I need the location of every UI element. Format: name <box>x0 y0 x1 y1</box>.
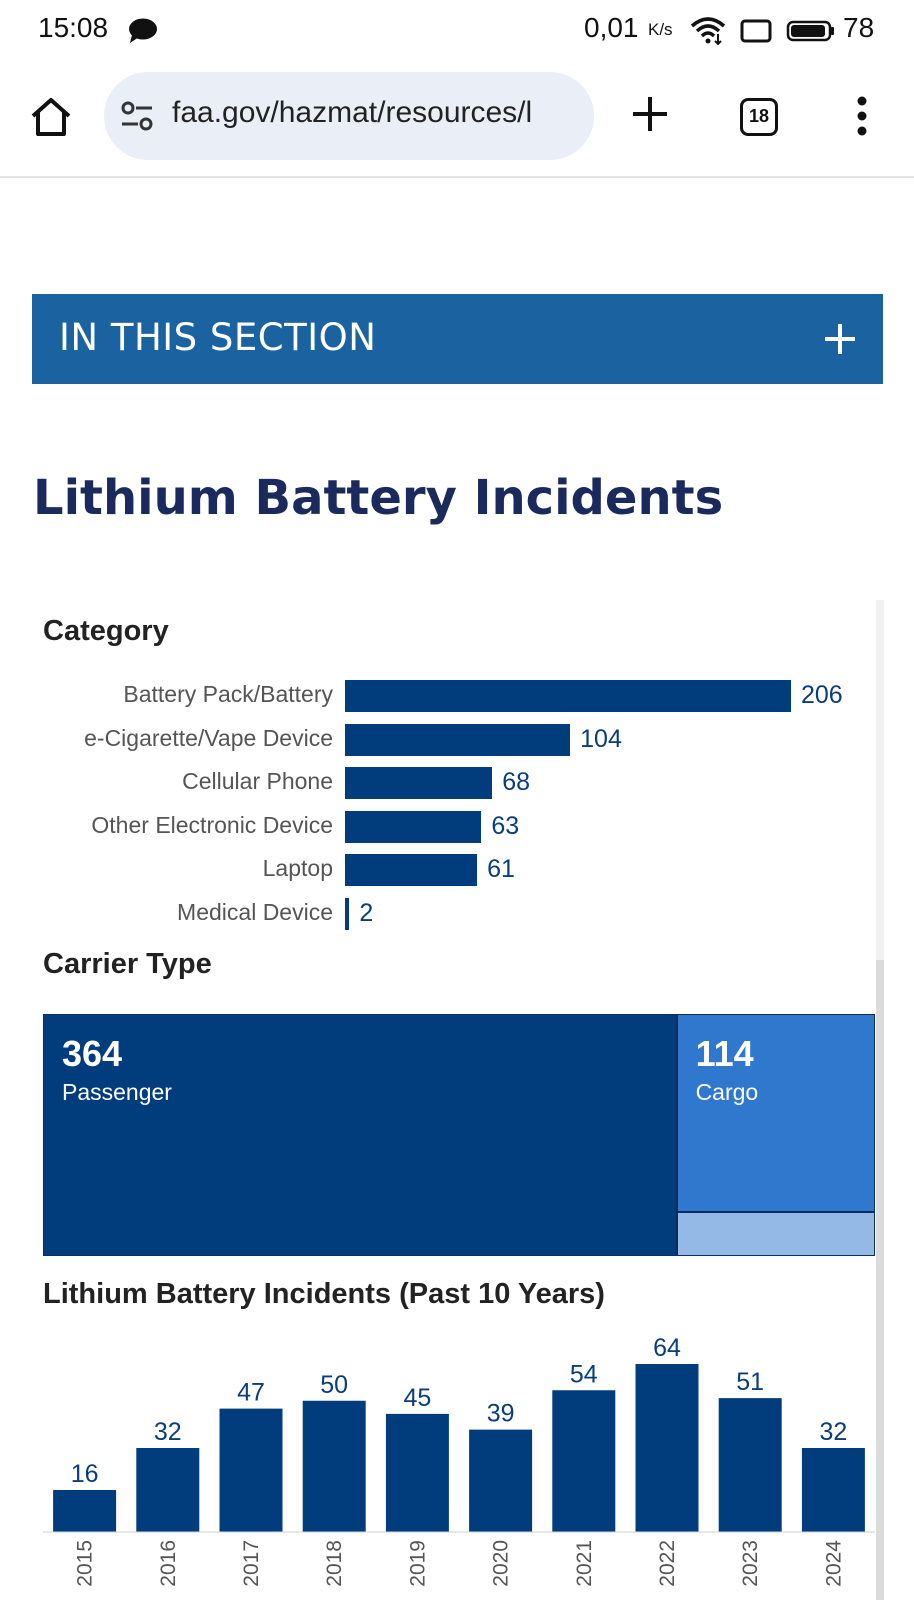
year-value: 39 <box>487 1400 515 1428</box>
status-time: 15:08 <box>38 12 109 43</box>
category-value: 206 <box>801 681 843 709</box>
year-value: 64 <box>653 1334 681 1362</box>
in-this-section-toggle[interactable]: IN THIS SECTION <box>32 294 883 384</box>
year-bar[interactable] <box>469 1429 533 1532</box>
year-bar[interactable] <box>136 1448 200 1532</box>
year-label: 2018 <box>323 1540 346 1587</box>
screen-icon <box>740 19 772 43</box>
year-bar[interactable] <box>385 1413 449 1532</box>
treemap-subcell[interactable] <box>676 1212 875 1256</box>
category-value: 104 <box>580 724 622 753</box>
year-value: 16 <box>71 1460 99 1488</box>
year-value: 45 <box>403 1384 431 1412</box>
wifi-icon <box>690 17 726 46</box>
battery-percent: 78 <box>843 12 875 43</box>
home-icon[interactable] <box>28 94 74 140</box>
yearly-chart-title: Lithium Battery Incidents (Past 10 Years… <box>43 1278 605 1310</box>
year-bar[interactable] <box>718 1398 782 1532</box>
net-speed: 0,01 <box>584 12 639 43</box>
year-value: 32 <box>154 1418 182 1446</box>
treemap-cell-passenger[interactable]: 364 Passenger <box>43 1014 677 1256</box>
category-label: Cellular Phone <box>182 768 333 794</box>
treemap-label: Cargo <box>695 1079 759 1105</box>
year-value: 54 <box>570 1360 598 1388</box>
year-value: 51 <box>736 1368 764 1396</box>
year-label: 2019 <box>406 1540 429 1587</box>
carrier-type-title: Carrier Type <box>43 948 212 980</box>
year-label: 2017 <box>240 1540 263 1587</box>
category-bar[interactable] <box>345 897 350 930</box>
year-value: 47 <box>237 1379 265 1407</box>
yearly-incidents-chart: 16 2015 32 2016 47 2017 50 2018 45 2019 39 2020 54 20… <box>43 1334 875 1587</box>
year-bar[interactable] <box>53 1490 117 1532</box>
new-tab-icon[interactable] <box>630 94 670 134</box>
treemap-cell-cargo[interactable]: 114 Cargo <box>676 1014 875 1212</box>
page-title: Lithium Battery Incidents <box>33 470 724 526</box>
year-label: 2024 <box>822 1540 845 1587</box>
treemap-value: 364 <box>62 1033 123 1074</box>
site-settings-icon[interactable] <box>120 100 154 132</box>
category-bar[interactable] <box>345 854 478 886</box>
year-label: 2022 <box>656 1540 679 1587</box>
net-speed-unit: K/s <box>648 20 673 39</box>
category-bar[interactable] <box>345 767 493 799</box>
browser-toolbar: faa.gov/hazmat/resources/l 18 <box>0 62 914 178</box>
chat-bubble-icon <box>129 18 157 43</box>
category-value: 68 <box>502 768 531 796</box>
category-value: 61 <box>487 855 515 883</box>
category-label: e-Cigarette/Vape Device <box>84 724 333 751</box>
year-bar[interactable] <box>302 1400 366 1532</box>
address-bar[interactable]: faa.gov/hazmat/resources/l <box>104 72 594 160</box>
category-bar[interactable] <box>345 680 791 712</box>
year-value: 32 <box>819 1418 847 1446</box>
year-value: 50 <box>320 1371 348 1399</box>
category-label: Battery Pack/Battery <box>123 681 333 707</box>
tabs-icon[interactable]: 18 <box>740 98 778 136</box>
url-text[interactable]: faa.gov/hazmat/resources/l <box>172 96 533 129</box>
year-label: 2016 <box>157 1540 180 1587</box>
year-bar[interactable] <box>801 1448 865 1532</box>
category-value: 2 <box>359 898 374 927</box>
category-bar[interactable] <box>345 810 482 843</box>
carrier-type-treemap: 364 Passenger 114 Cargo <box>43 1014 875 1256</box>
status-bar: 15:08 0,01 K/s 78 <box>0 0 914 62</box>
category-chart-title: Category <box>43 615 169 647</box>
category-label: Other Electronic Device <box>91 811 333 838</box>
battery-icon <box>786 20 834 42</box>
category-bar[interactable] <box>345 723 571 756</box>
plus-icon[interactable] <box>823 322 857 356</box>
category-label: Laptop <box>262 855 333 881</box>
year-bar[interactable] <box>219 1408 283 1532</box>
year-label: 2023 <box>739 1540 762 1587</box>
year-label: 2021 <box>573 1540 596 1587</box>
year-label: 2020 <box>490 1540 513 1587</box>
category-label: Medical Device <box>177 898 333 925</box>
category-value: 63 <box>491 811 520 840</box>
section-title: IN THIS SECTION <box>59 316 377 359</box>
treemap-value: 114 <box>695 1033 754 1074</box>
year-bar[interactable] <box>552 1390 616 1532</box>
year-bar[interactable] <box>635 1364 699 1532</box>
year-label: 2015 <box>74 1540 97 1587</box>
scrollbar-thumb[interactable] <box>876 960 884 1600</box>
treemap-label: Passenger <box>62 1079 172 1105</box>
more-menu-icon[interactable] <box>856 96 868 136</box>
